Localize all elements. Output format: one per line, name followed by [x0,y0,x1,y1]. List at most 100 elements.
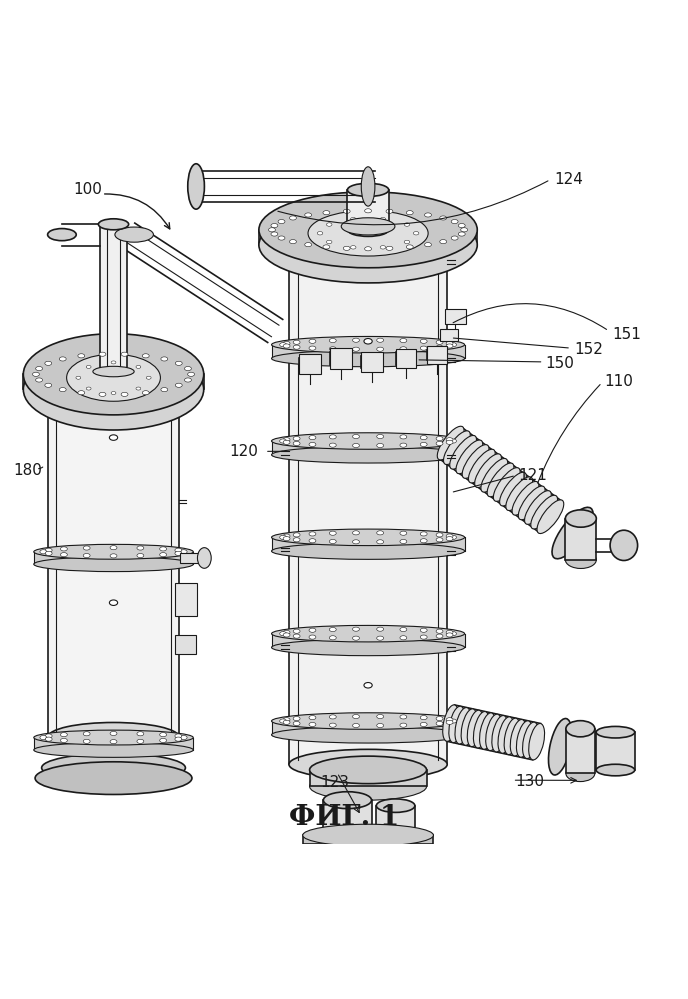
Ellipse shape [309,635,316,639]
Ellipse shape [289,227,447,257]
Ellipse shape [111,361,116,364]
Ellipse shape [323,792,372,808]
Ellipse shape [293,243,300,248]
Ellipse shape [327,223,332,226]
Ellipse shape [59,357,66,361]
Ellipse shape [40,735,47,739]
Ellipse shape [352,241,359,246]
Ellipse shape [446,536,453,540]
Bar [34,737,193,750]
Bar [445,309,466,324]
Ellipse shape [446,720,453,724]
Ellipse shape [45,548,52,552]
Ellipse shape [280,343,287,347]
Ellipse shape [272,337,464,353]
Ellipse shape [436,537,443,541]
Ellipse shape [350,218,356,221]
Ellipse shape [400,723,407,727]
Bar [303,835,433,843]
Ellipse shape [23,334,204,415]
Bar [175,635,196,654]
Ellipse shape [347,223,389,237]
Ellipse shape [137,731,144,736]
Ellipse shape [259,207,477,283]
Ellipse shape [137,553,144,557]
Ellipse shape [458,232,465,236]
Ellipse shape [400,539,407,543]
Ellipse shape [309,249,316,253]
Ellipse shape [455,707,471,744]
Ellipse shape [424,243,431,247]
Ellipse shape [610,530,638,560]
Ellipse shape [110,545,117,549]
Ellipse shape [147,377,151,380]
Ellipse shape [309,538,316,542]
Ellipse shape [45,551,52,555]
Ellipse shape [400,347,407,351]
Text: 150: 150 [546,357,574,372]
Ellipse shape [93,367,134,377]
Ellipse shape [271,224,278,228]
Ellipse shape [293,248,300,252]
Ellipse shape [283,245,290,249]
Ellipse shape [449,631,456,635]
Ellipse shape [512,482,539,515]
Ellipse shape [517,721,533,757]
Ellipse shape [449,439,456,444]
Ellipse shape [446,247,453,251]
Ellipse shape [160,732,166,736]
Ellipse shape [377,539,384,543]
Ellipse shape [420,628,427,632]
Ellipse shape [377,435,384,439]
Ellipse shape [352,539,359,543]
Ellipse shape [566,765,595,781]
Ellipse shape [184,367,191,371]
Ellipse shape [293,532,300,536]
Ellipse shape [330,635,336,639]
Ellipse shape [283,247,290,251]
Ellipse shape [386,209,393,214]
Ellipse shape [280,439,287,444]
Ellipse shape [309,340,316,344]
Ellipse shape [272,726,464,743]
Ellipse shape [377,636,384,640]
Ellipse shape [115,227,153,242]
Ellipse shape [259,192,477,268]
Ellipse shape [310,756,427,783]
Ellipse shape [444,431,471,465]
Ellipse shape [121,393,128,397]
Bar [100,225,127,375]
Ellipse shape [61,738,67,742]
Ellipse shape [323,830,372,847]
Ellipse shape [289,749,447,779]
Ellipse shape [420,635,427,639]
Ellipse shape [272,625,464,642]
Ellipse shape [350,246,356,249]
Ellipse shape [436,634,443,638]
Ellipse shape [566,720,595,737]
Ellipse shape [330,435,336,439]
Ellipse shape [34,730,193,745]
Ellipse shape [323,245,330,249]
Ellipse shape [420,715,427,719]
Bar [259,230,477,245]
Ellipse shape [175,551,182,555]
Ellipse shape [377,250,384,255]
Ellipse shape [278,236,285,240]
Ellipse shape [380,246,386,249]
Ellipse shape [184,378,191,382]
Ellipse shape [293,716,300,720]
Bar [34,551,193,564]
Ellipse shape [449,246,456,250]
Bar [272,248,464,262]
Ellipse shape [400,531,407,535]
Ellipse shape [283,342,290,346]
Ellipse shape [61,732,67,736]
Ellipse shape [111,392,116,395]
Ellipse shape [283,438,290,442]
Ellipse shape [352,338,359,343]
Ellipse shape [436,345,443,350]
Ellipse shape [566,551,596,568]
Ellipse shape [45,362,52,366]
Ellipse shape [343,209,350,214]
